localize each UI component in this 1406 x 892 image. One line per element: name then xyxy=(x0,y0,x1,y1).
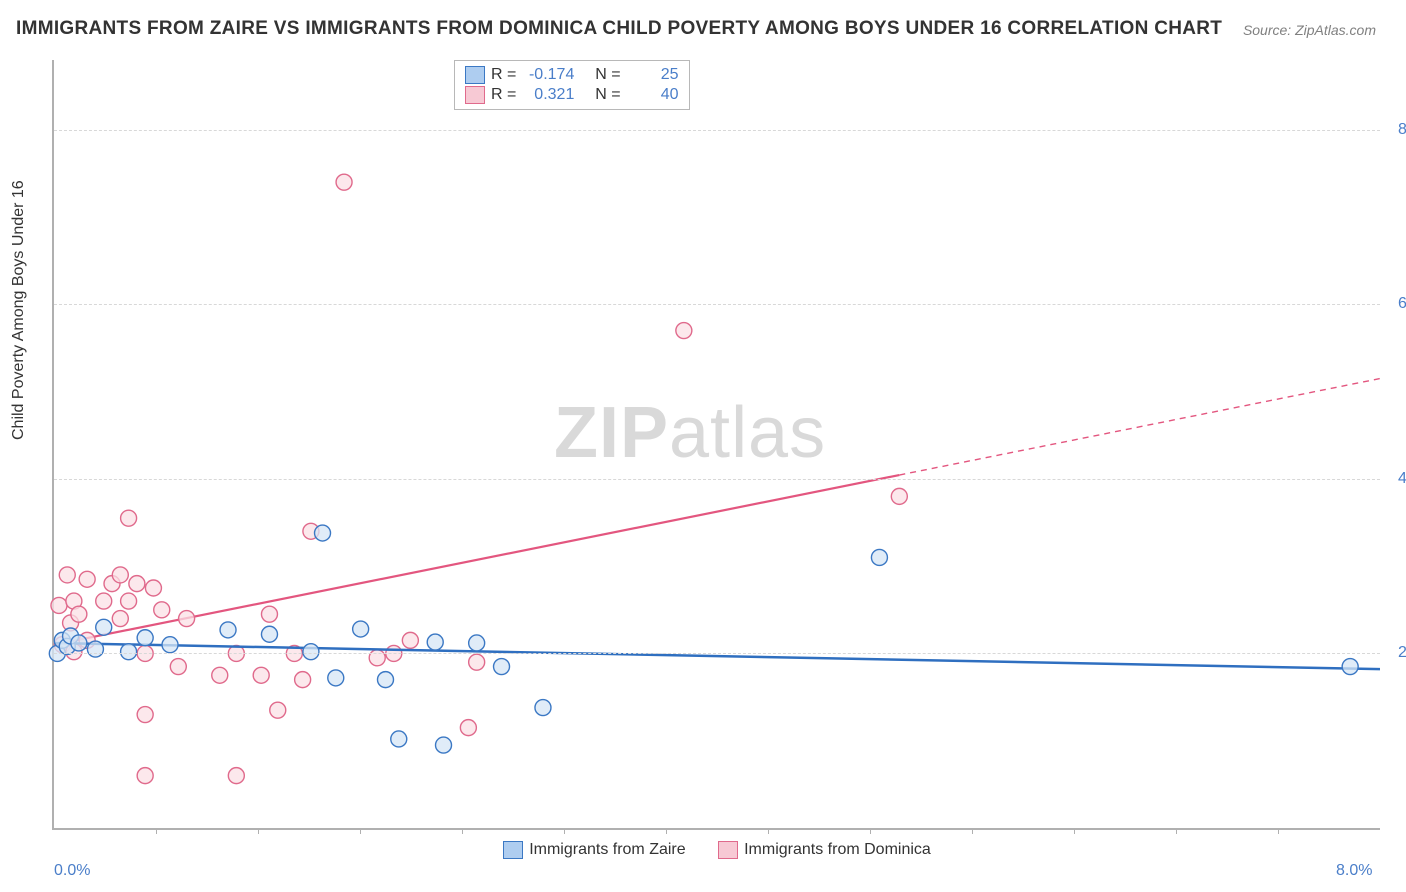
x-tick xyxy=(564,828,565,834)
x-tick-label: 8.0% xyxy=(1336,862,1372,880)
scatter-point xyxy=(871,549,887,565)
legend-label: Immigrants from Zaire xyxy=(529,841,685,859)
scatter-point xyxy=(71,606,87,622)
r-label: R = xyxy=(491,86,516,104)
x-tick xyxy=(768,828,769,834)
x-tick-label: 0.0% xyxy=(54,862,90,880)
scatter-point xyxy=(391,731,407,747)
scatter-point xyxy=(170,659,186,675)
trend-line-extrapolated xyxy=(899,379,1380,475)
gridline xyxy=(54,130,1380,131)
scatter-point xyxy=(129,576,145,592)
scatter-point xyxy=(253,667,269,683)
scatter-point xyxy=(121,510,137,526)
legend-item-dominica: Immigrants from Dominica xyxy=(718,841,931,859)
correlation-row-zaire: R = -0.174 N = 25 xyxy=(465,65,679,85)
correlation-legend: R = -0.174 N = 25 R = 0.321 N = 40 xyxy=(454,60,690,110)
n-value: 25 xyxy=(627,66,679,84)
gridline xyxy=(54,653,1380,654)
scatter-point xyxy=(228,768,244,784)
scatter-point xyxy=(295,672,311,688)
x-tick xyxy=(360,828,361,834)
y-tick-label: 80.0% xyxy=(1386,121,1406,139)
x-tick xyxy=(1176,828,1177,834)
scatter-point xyxy=(87,641,103,657)
scatter-point xyxy=(369,650,385,666)
x-tick xyxy=(870,828,871,834)
scatter-point xyxy=(121,593,137,609)
scatter-point xyxy=(96,593,112,609)
x-tick xyxy=(156,828,157,834)
scatter-point xyxy=(402,632,418,648)
scatter-point xyxy=(303,644,319,660)
scatter-point xyxy=(469,635,485,651)
trend-line xyxy=(54,643,1380,669)
x-tick xyxy=(462,828,463,834)
scatter-point xyxy=(112,611,128,627)
n-label: N = xyxy=(595,86,620,104)
swatch-blue-icon xyxy=(503,841,523,859)
r-value: -0.174 xyxy=(522,66,574,84)
series-legend: Immigrants from Zaire Immigrants from Do… xyxy=(54,841,1380,864)
scatter-point xyxy=(535,700,551,716)
scatter-point xyxy=(121,644,137,660)
scatter-point xyxy=(145,580,161,596)
scatter-point xyxy=(71,635,87,651)
legend-item-zaire: Immigrants from Zaire xyxy=(503,841,685,859)
legend-label: Immigrants from Dominica xyxy=(744,841,931,859)
scatter-point xyxy=(79,571,95,587)
scatter-point xyxy=(469,654,485,670)
scatter-point xyxy=(494,659,510,675)
chart-svg xyxy=(54,60,1380,828)
n-value: 40 xyxy=(627,86,679,104)
scatter-point xyxy=(137,768,153,784)
source-attribution: Source: ZipAtlas.com xyxy=(1243,22,1376,38)
x-tick xyxy=(258,828,259,834)
scatter-point xyxy=(261,626,277,642)
scatter-point xyxy=(427,634,443,650)
scatter-point xyxy=(96,619,112,635)
scatter-point xyxy=(137,630,153,646)
x-tick xyxy=(972,828,973,834)
gridline xyxy=(54,304,1380,305)
scatter-point xyxy=(137,707,153,723)
scatter-point xyxy=(220,622,236,638)
scatter-point xyxy=(154,602,170,618)
y-tick-label: 60.0% xyxy=(1386,295,1406,313)
scatter-point xyxy=(261,606,277,622)
scatter-point xyxy=(336,174,352,190)
scatter-point xyxy=(436,737,452,753)
plot-area: ZIPatlas R = -0.174 N = 25 R = 0.321 N =… xyxy=(52,60,1380,830)
y-tick-label: 40.0% xyxy=(1386,470,1406,488)
scatter-point xyxy=(162,637,178,653)
n-label: N = xyxy=(595,66,620,84)
r-label: R = xyxy=(491,66,516,84)
scatter-point xyxy=(112,567,128,583)
y-tick-label: 20.0% xyxy=(1386,644,1406,662)
swatch-pink-icon xyxy=(465,86,485,104)
scatter-point xyxy=(51,597,67,613)
scatter-point xyxy=(59,567,75,583)
scatter-point xyxy=(328,670,344,686)
scatter-point xyxy=(676,323,692,339)
swatch-pink-icon xyxy=(718,841,738,859)
y-axis-label: Child Poverty Among Boys Under 16 xyxy=(10,180,28,440)
scatter-point xyxy=(270,702,286,718)
scatter-point xyxy=(378,672,394,688)
r-value: 0.321 xyxy=(522,86,574,104)
gridline xyxy=(54,479,1380,480)
swatch-blue-icon xyxy=(465,66,485,84)
scatter-point xyxy=(460,720,476,736)
correlation-row-dominica: R = 0.321 N = 40 xyxy=(465,85,679,105)
chart-title: IMMIGRANTS FROM ZAIRE VS IMMIGRANTS FROM… xyxy=(16,18,1222,40)
scatter-point xyxy=(353,621,369,637)
scatter-point xyxy=(212,667,228,683)
x-tick xyxy=(666,828,667,834)
scatter-point xyxy=(891,488,907,504)
x-tick xyxy=(1278,828,1279,834)
scatter-point xyxy=(315,525,331,541)
x-tick xyxy=(1074,828,1075,834)
scatter-point xyxy=(1342,659,1358,675)
scatter-point xyxy=(179,611,195,627)
